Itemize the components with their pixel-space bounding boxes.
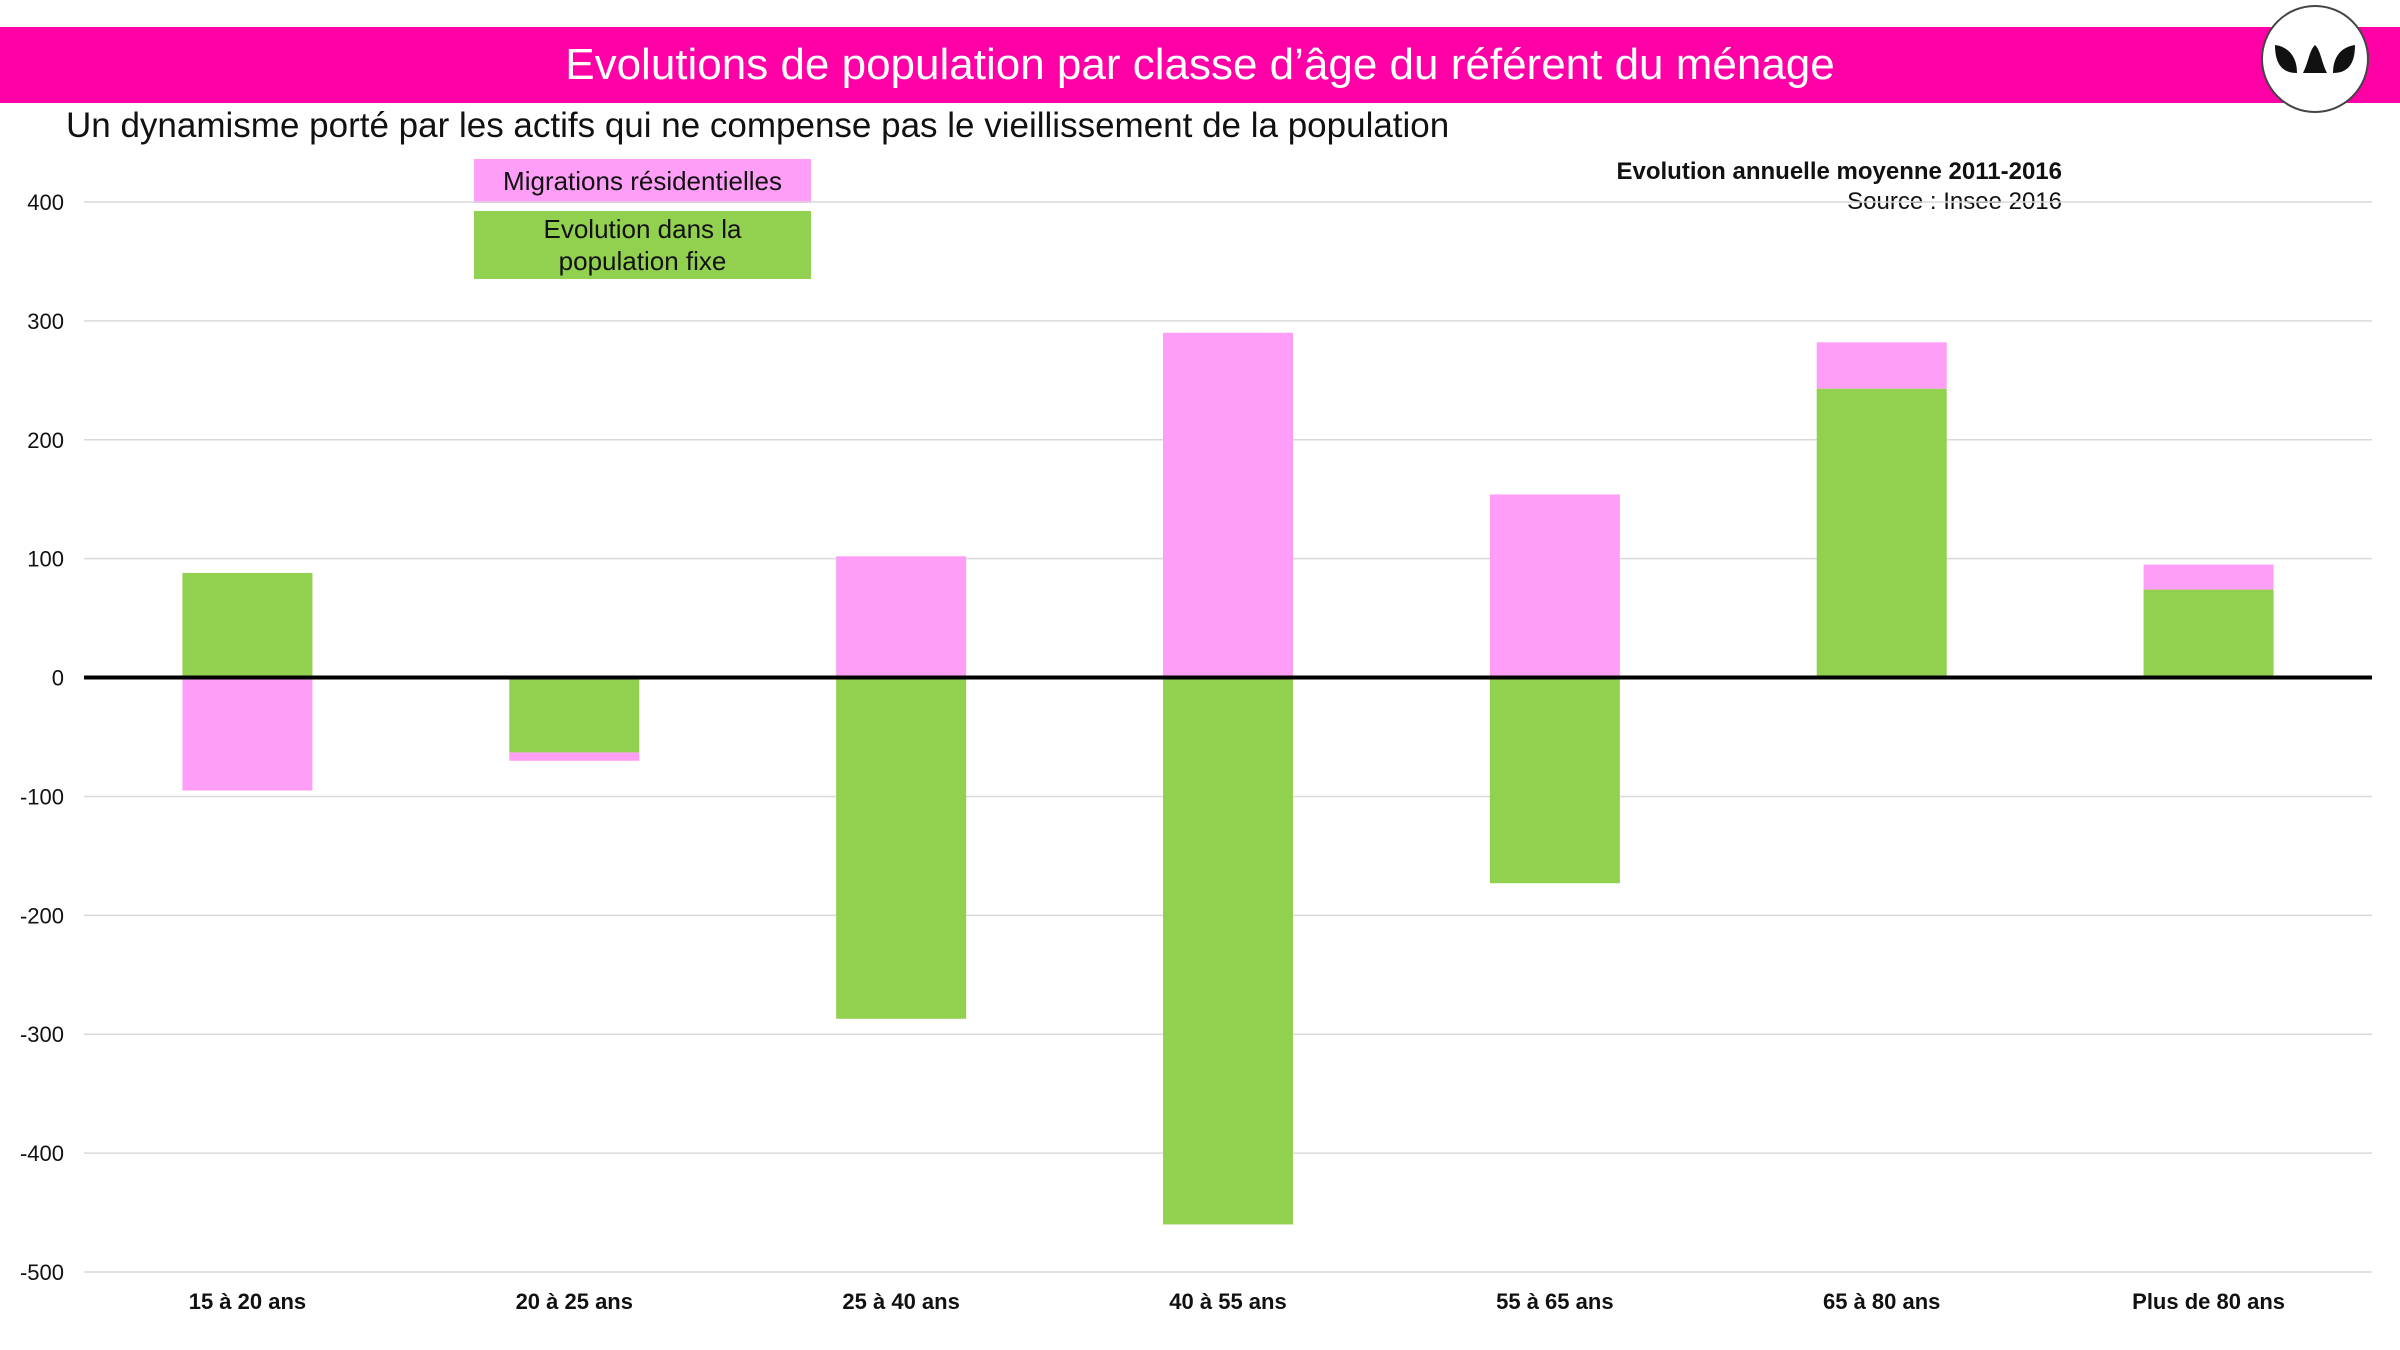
- bar-migrations: [836, 556, 967, 678]
- x-tick-label: 65 à 80 ans: [1823, 1289, 1940, 1314]
- chart-title-banner: Evolutions de population par classe d’âg…: [0, 27, 2400, 103]
- bar-population-fixe: [1489, 677, 1620, 884]
- bar-migrations: [2143, 564, 2274, 590]
- y-tick-label: 400: [27, 190, 64, 215]
- y-tick-label: 0: [52, 666, 64, 691]
- bar-migrations: [509, 752, 640, 761]
- legend-label-line-2: population fixe: [558, 246, 727, 276]
- bar-migrations: [182, 677, 313, 791]
- leaves-logo-icon: [2261, 5, 2369, 113]
- legend-label-population-fixe: Evolution dans la population fixe: [543, 213, 741, 277]
- bar-population-fixe: [182, 572, 313, 678]
- legend-item-migrations: Migrations résidentielles: [474, 159, 811, 203]
- x-tick-label: 55 à 65 ans: [1496, 1289, 1613, 1314]
- legend-item-population-fixe: Evolution dans la population fixe: [474, 211, 811, 279]
- x-tick-label: 40 à 55 ans: [1169, 1289, 1286, 1314]
- leaves-logo-graphic: [2275, 45, 2355, 73]
- x-tick-label: Plus de 80 ans: [2132, 1289, 2285, 1314]
- y-tick-label: 200: [27, 428, 64, 453]
- y-tick-label: 100: [27, 547, 64, 572]
- chart-title: Evolutions de population par classe d’âg…: [565, 40, 1835, 89]
- bar-migrations: [1489, 494, 1620, 678]
- y-tick-label: -100: [20, 784, 64, 809]
- legend-label-migrations: Migrations résidentielles: [503, 165, 782, 196]
- bar-population-fixe: [2143, 589, 2274, 678]
- x-tick-label: 25 à 40 ans: [842, 1289, 959, 1314]
- x-tick-label: 20 à 25 ans: [516, 1289, 633, 1314]
- chart-subtitle: Un dynamisme porté par les actifs qui ne…: [66, 106, 1450, 145]
- bar-population-fixe: [1163, 677, 1293, 1225]
- legend-label-line-1: Evolution dans la: [543, 214, 742, 244]
- bar-migrations: [1163, 332, 1293, 678]
- y-tick-label: -200: [20, 903, 64, 928]
- bar-population-fixe: [509, 677, 640, 753]
- bar-population-fixe: [1816, 388, 1947, 678]
- y-tick-label: -300: [20, 1022, 64, 1047]
- bar-population-fixe: [836, 677, 967, 1019]
- x-tick-label: 15 à 20 ans: [189, 1289, 306, 1314]
- bar-migrations: [1816, 342, 1947, 389]
- period-note: Evolution annuelle moyenne 2011-2016: [1616, 158, 2063, 185]
- y-tick-label: -500: [20, 1260, 64, 1285]
- y-tick-label: 300: [27, 309, 64, 334]
- y-tick-label: -400: [20, 1141, 64, 1166]
